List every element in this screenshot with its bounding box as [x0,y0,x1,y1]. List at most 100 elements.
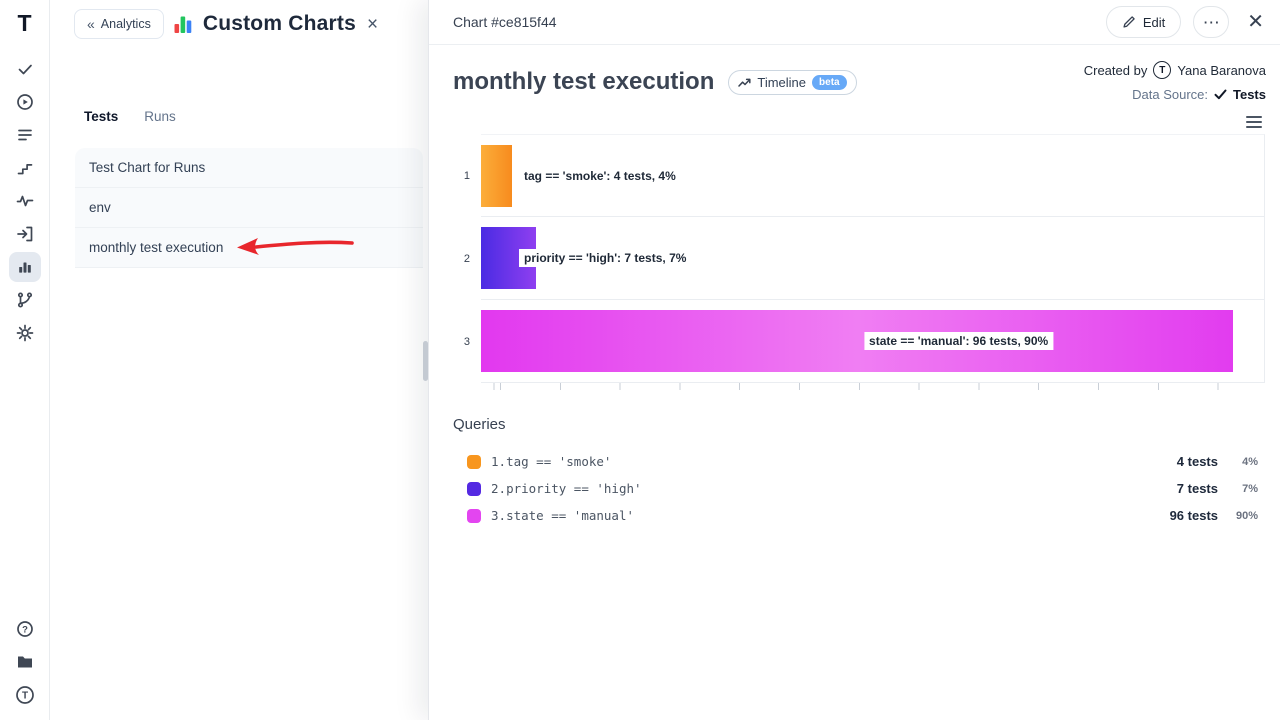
edit-button[interactable]: Edit [1105,6,1182,38]
settings-button[interactable] [9,318,41,348]
help-button[interactable]: ? [9,614,41,644]
data-source-row: Data Source: Tests [1132,87,1266,102]
chart-bar-row: 2 priority == 'high': 7 tests, 7% [453,217,1265,300]
created-by-name: Yana Baranova [1177,62,1266,78]
custom-charts-icon [174,16,192,33]
help-icon: ? [16,621,33,637]
trending-up-icon [738,78,751,87]
charts-tabs: Tests Runs [50,109,428,124]
data-source-value: Tests [1233,87,1266,102]
chart-list-item[interactable]: env [75,188,423,228]
plot-row: priority == 'high': 7 tests, 7% [481,217,1265,300]
app-logo[interactable]: T [17,10,32,36]
edit-label: Edit [1142,14,1166,30]
milestones-button[interactable] [9,153,41,183]
panel-title: Custom Charts [202,12,356,35]
chart-list-item-label: env [89,200,111,215]
pulse-button[interactable] [9,186,41,216]
pencil-icon [1123,16,1135,28]
import-button[interactable] [9,219,41,249]
steps-icon [17,164,32,175]
bar-data-label: tag == 'smoke': 4 tests, 4% [519,166,681,185]
query-row: 1. tag == 'smoke' 4 tests 4% [453,448,1258,475]
queries-section: Queries 1. tag == 'smoke' 4 tests 4% 2. … [453,416,1258,529]
back-label: Analytics [100,17,151,31]
query-tests-count: 96 tests [1169,508,1218,523]
run-button[interactable] [9,87,41,117]
import-icon [16,226,32,242]
profile-logo-icon: T [15,686,34,704]
chart-list-item[interactable]: Test Chart for Runs [75,148,423,188]
play-circle-icon [16,94,33,110]
query-row: 2. priority == 'high' 7 tests 7% [453,475,1258,502]
beta-badge: beta [812,74,847,90]
projects-button[interactable] [9,647,41,677]
bar-data-label: priority == 'high': 7 tests, 7% [519,249,692,267]
chart-drawer: Chart #ce815f44 Edit ⋯ ✕ monthly test ex… [428,0,1280,720]
panel-close-icon[interactable]: × [366,13,379,35]
check-icon [1214,89,1227,100]
folder-icon [17,656,32,668]
avatar: T [1153,61,1172,79]
x-axis-ticks [481,383,1265,390]
plot-row: state == 'manual': 96 tests, 90% [481,300,1265,383]
chart-title-section: monthly test execution Timeline beta Cre… [429,45,1280,128]
app-icon-rail: T ? [0,0,50,720]
query-percent: 90% [1235,509,1258,522]
bar-data-label: state == 'manual': 96 tests, 90% [864,332,1054,350]
drawer-header: Chart #ce815f44 Edit ⋯ ✕ [429,0,1280,45]
bar-smoke[interactable] [481,144,513,207]
bar-state-manual[interactable] [481,310,1233,372]
timeline-label: Timeline [757,74,807,90]
chart-list: Test Chart for Runs env monthly test exe… [75,148,423,268]
plot-row: tag == 'smoke': 4 tests, 4% [481,134,1265,217]
analytics-bar-chart-icon [18,262,31,273]
chart-bar-row: 3 state == 'manual': 96 tests, 90% [453,300,1265,383]
branches-button[interactable] [9,285,41,315]
chart-list-item[interactable]: monthly test execution [75,228,423,268]
query-percent: 4% [1242,455,1258,468]
settings-gear-icon [16,324,33,342]
back-analytics-button[interactable]: « Analytics [74,9,164,39]
custom-charts-panel: « Analytics Custom Charts × Tests Runs T… [50,0,428,720]
tab-tests[interactable]: Tests [84,109,119,124]
created-by-label: Created by [1083,62,1148,78]
svg-text:?: ? [22,624,28,635]
query-index: 2. [491,481,507,496]
drawer-close-icon[interactable]: ✕ [1247,11,1264,33]
tab-runs[interactable]: Runs [144,109,176,124]
more-options-button[interactable]: ⋯ [1193,6,1230,38]
category-label: 2 [463,252,470,265]
queries-title: Queries [453,416,506,433]
profile-button[interactable]: T [9,680,41,710]
legend-swatch [467,508,481,523]
query-index: 3. [491,508,507,523]
chart-list-item-label: Test Chart for Runs [89,160,206,175]
timeline-toggle[interactable]: Timeline beta [728,69,857,95]
ellipsis-icon: ⋯ [1202,12,1220,32]
chart-list-item-label: monthly test execution [89,240,224,255]
query-expression: state == 'manual' [506,508,634,523]
query-tests-count: 4 tests [1176,454,1218,469]
query-tests-count: 7 tests [1176,481,1218,496]
bar-chart: 1 tag == 'smoke': 4 tests, 4% 2 priority… [453,134,1265,390]
chart-menu-button[interactable] [1246,116,1262,128]
panel-header: « Analytics Custom Charts × [50,0,428,39]
check-icon [18,64,32,75]
scrollbar-thumb[interactable] [423,341,428,381]
legend-swatch [467,481,481,496]
category-label: 3 [463,335,470,348]
created-by-row: Created by T Yana Baranova [1084,61,1266,79]
query-row: 3. state == 'manual' 96 tests 90% [453,502,1258,529]
git-branch-icon [17,292,32,308]
analytics-button[interactable] [8,252,41,282]
data-source-label: Data Source: [1132,87,1208,102]
chart-meta: Created by T Yana Baranova Data Source: … [1084,61,1266,128]
runs-list-button[interactable] [9,120,41,150]
legend-swatch [467,454,481,469]
tests-check-button[interactable] [9,54,41,84]
query-expression: tag == 'smoke' [506,454,612,469]
runs-list-icon [17,129,32,141]
chevrons-left-icon: « [87,16,95,32]
svg-text:T: T [21,691,27,702]
